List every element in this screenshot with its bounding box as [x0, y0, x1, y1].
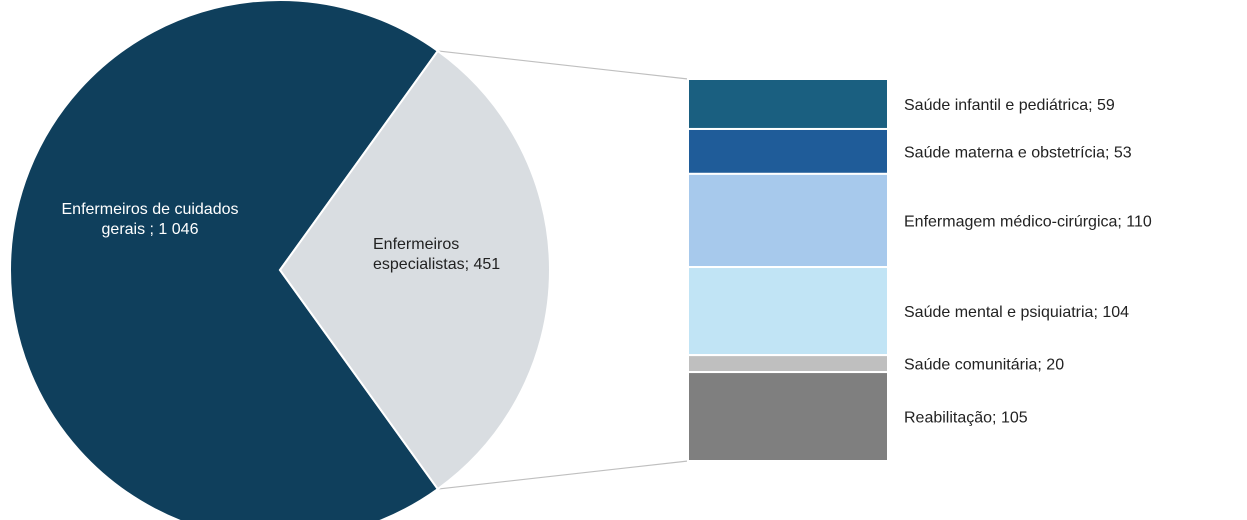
bar-segment-1 [687, 127, 889, 175]
bar-label-5: Reabilitação; 105 [904, 410, 1028, 427]
bar-segment-5 [687, 371, 889, 462]
bar-label-3: Saúde mental e psiquiatria; 104 [904, 304, 1129, 321]
pie-slice-cuidados-gerais [9, 0, 440, 520]
pie-label-especialistas: Enfermeiros especialistas; 451 [373, 236, 500, 273]
breakdown-bar: Saúde infantil e pediátrica; 59 Saúde mat… [687, 78, 1152, 462]
bar-segment-0 [687, 78, 889, 130]
connector-line-bottom [437, 460, 689, 490]
pie-slice-especialistas [278, 49, 552, 491]
connector-line-top [437, 50, 689, 80]
bar-label-1: Saúde materna e obstetrícia; 53 [904, 144, 1132, 161]
bar-label-2: Enfermagem médico-cirúrgica; 110 [904, 213, 1152, 230]
pie: Enfermeiros de cuidados gerais ; 1 046 Enf… [9, 0, 552, 520]
bar-label-0: Saúde infantil e pediátrica; 59 [904, 97, 1115, 114]
bar-segment-3 [687, 266, 889, 357]
bar-segment-4 [687, 354, 889, 374]
bar-segment-2 [687, 172, 889, 269]
connector-lines [437, 50, 689, 490]
bar-label-4: Saúde comunitária; 20 [904, 357, 1064, 374]
pie-label-cuidados-gerais: Enfermeiros de cuidados gerais ; 1 046 [62, 201, 239, 238]
